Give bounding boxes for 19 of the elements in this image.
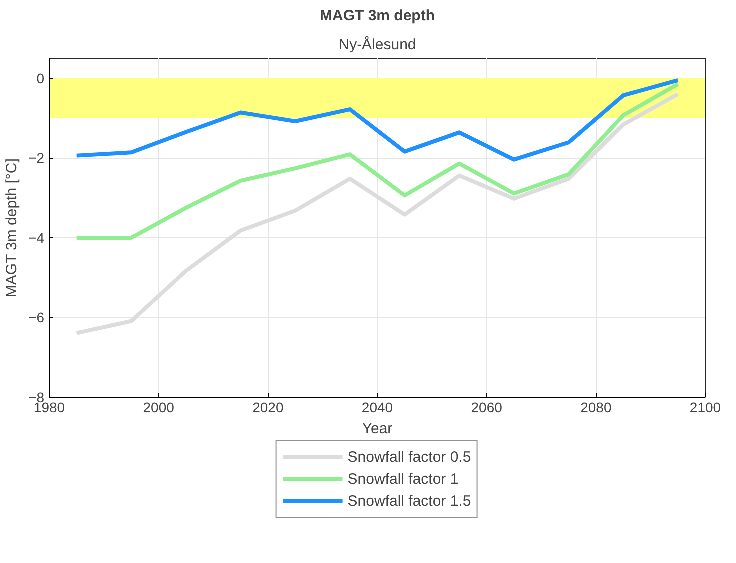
chart-title: MAGT 3m depth — [320, 8, 435, 24]
y-tick-label: 0 — [36, 70, 45, 86]
legend-label: Snowfall factor 0.5 — [348, 448, 472, 466]
legend-label: Snowfall factor 1.5 — [348, 492, 472, 510]
x-tick-label: 2000 — [143, 400, 175, 416]
x-tick-label: 2080 — [580, 400, 612, 416]
legend-label: Snowfall factor 1 — [348, 470, 459, 488]
y-tick-label: −4 — [28, 230, 45, 246]
line-series — [74, 82, 680, 240]
line-series — [74, 78, 680, 162]
chart-subtitle: Ny-Ålesund — [338, 36, 416, 54]
x-tick-label: 2100 — [690, 400, 722, 416]
x-tick-label: 2020 — [252, 400, 284, 416]
y-tick-label: −6 — [28, 310, 45, 326]
y-axis-title: MAGT 3m depth [°C] — [4, 158, 21, 298]
x-axis-title: Year — [362, 420, 393, 438]
x-tick-label: 2060 — [471, 400, 503, 416]
x-tick-label: 2040 — [362, 400, 394, 416]
y-tick-label: −2 — [28, 150, 45, 166]
